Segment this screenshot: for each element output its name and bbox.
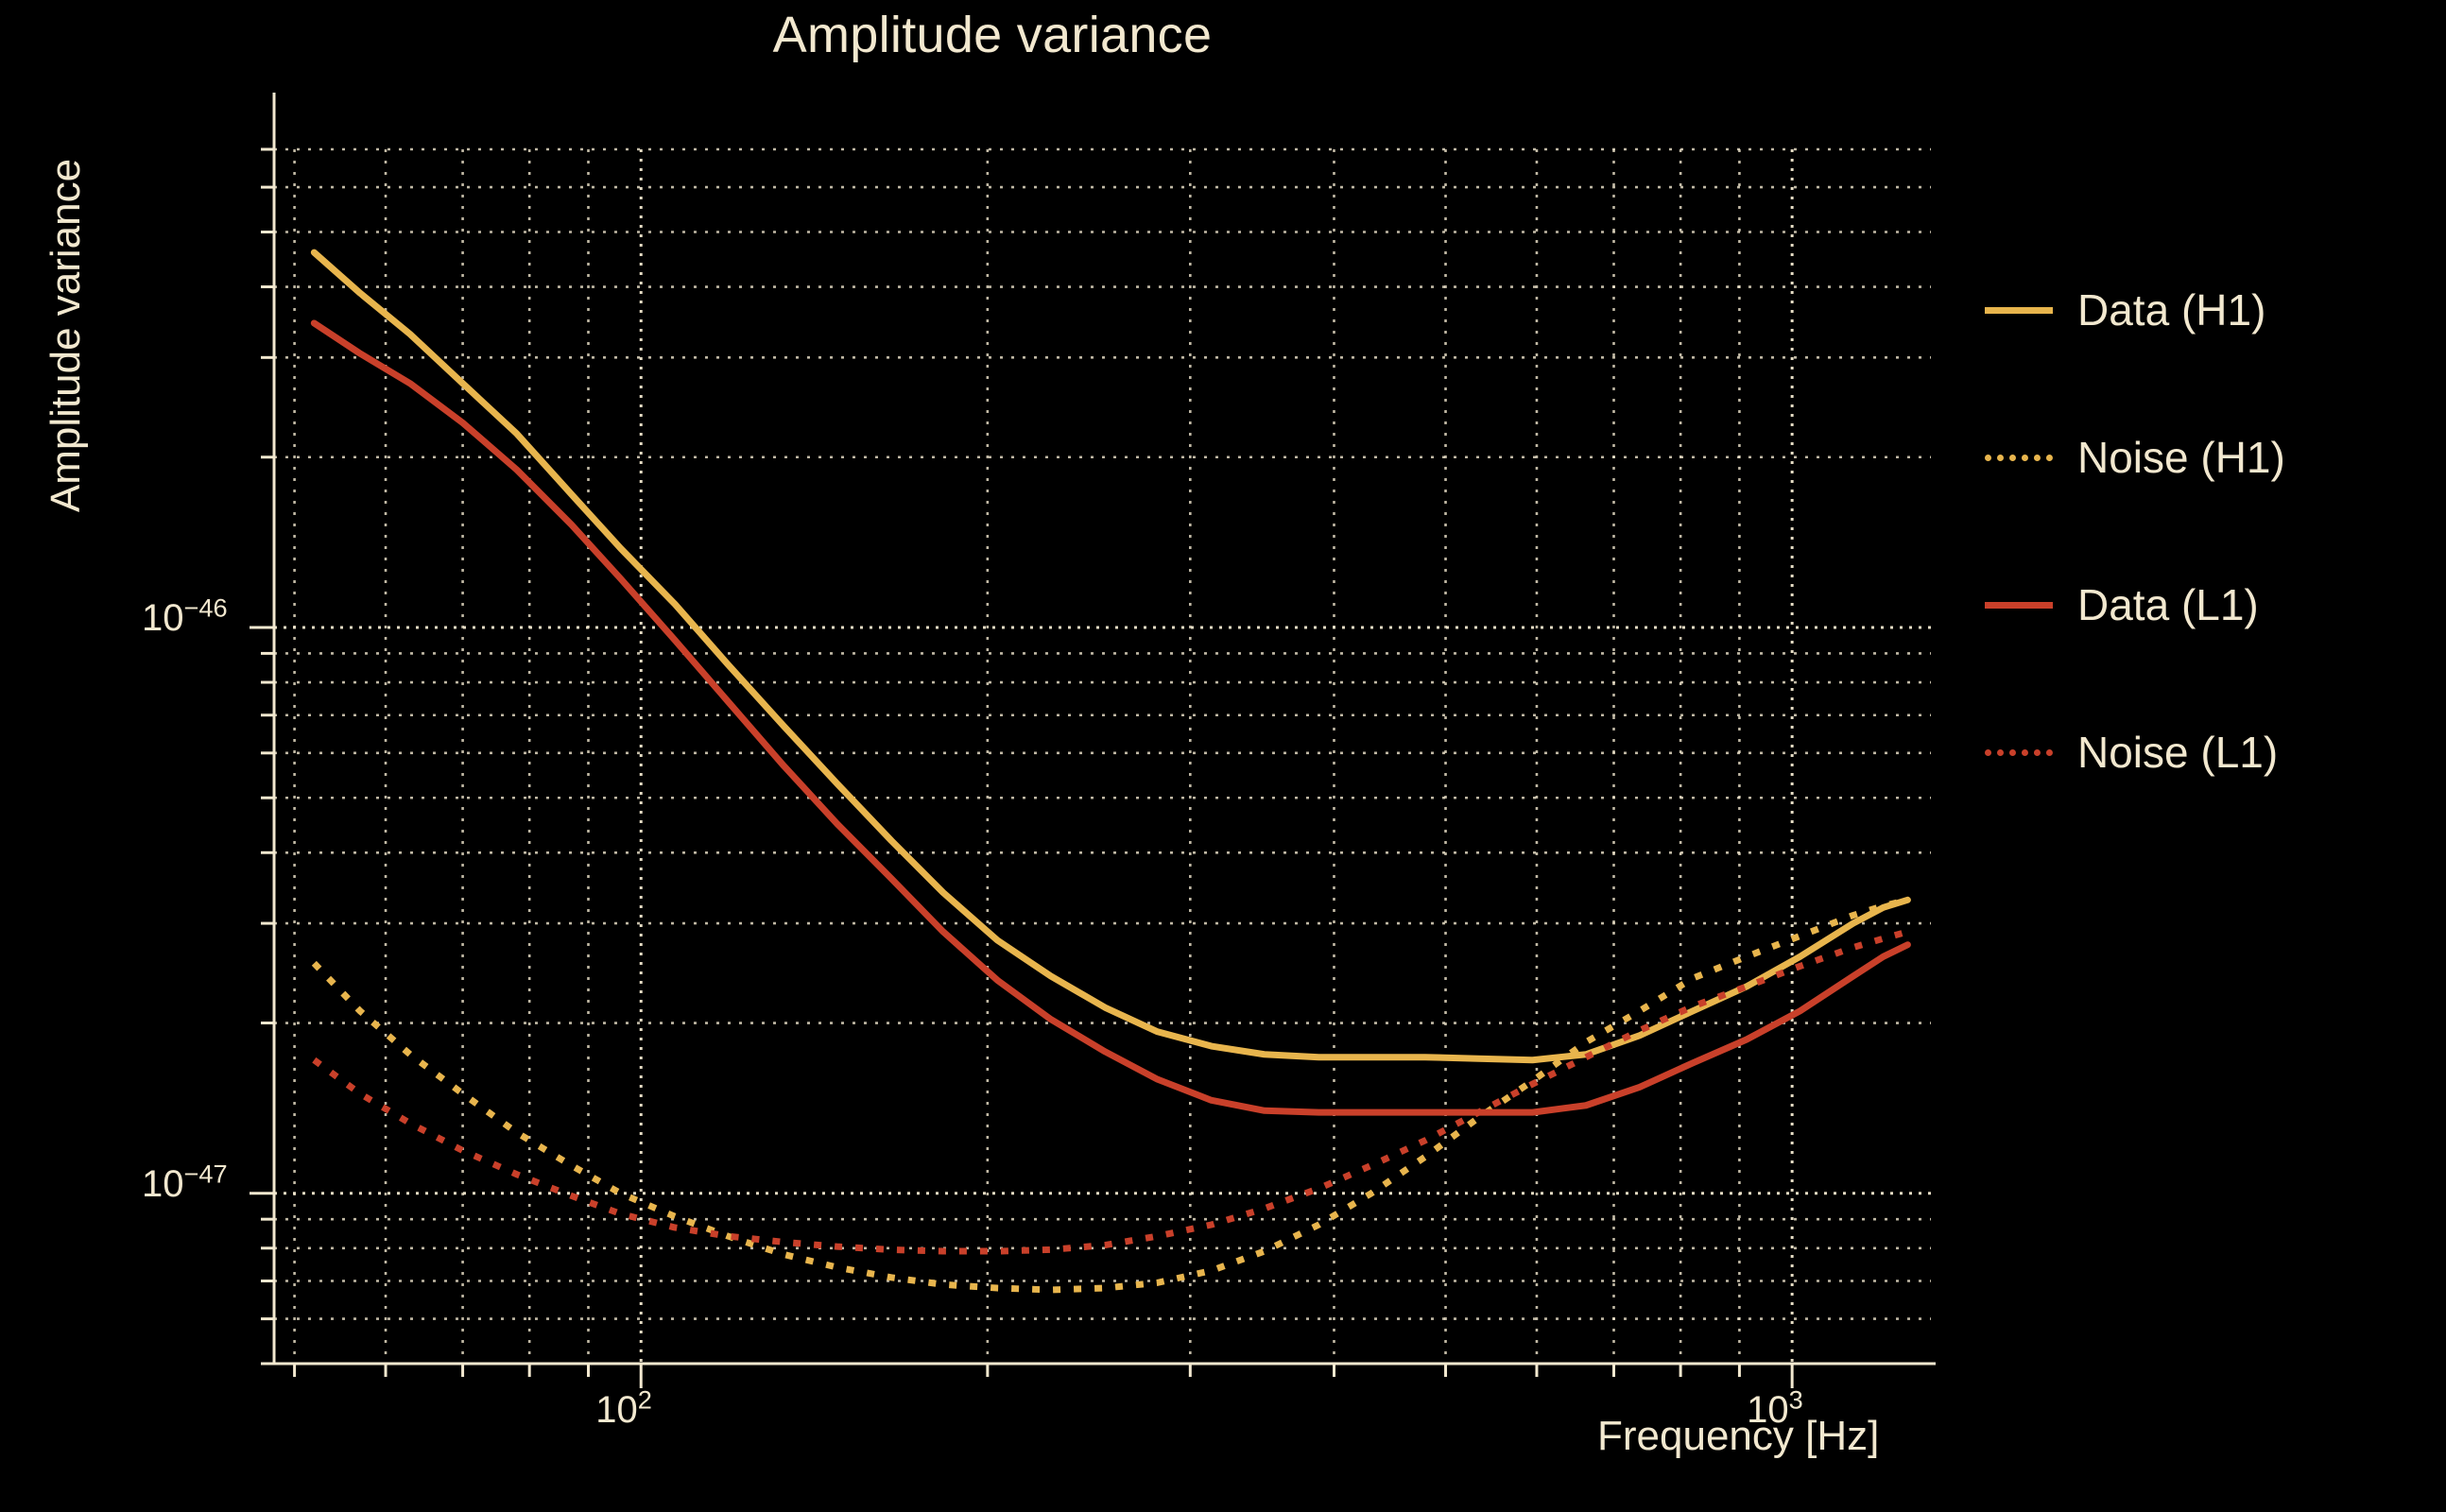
grid-lines — [274, 147, 1931, 1366]
x-tick-label: 102 — [595, 1384, 652, 1431]
legend-swatch-data-h1 — [1985, 306, 2053, 314]
chart-title: Amplitude variance — [772, 7, 1213, 63]
legend-swatch-noise-l1 — [1985, 748, 2053, 756]
legend-swatch-noise-h1 — [1985, 454, 2053, 461]
legend-item[interactable]: Noise (L1) — [1985, 679, 2429, 826]
x-axis-title: Frequency [Hz] — [1597, 1413, 1880, 1459]
y-axis-title: Amplitude variance — [43, 158, 89, 513]
series-line-noise-h1 — [311, 896, 1909, 1294]
legend-item[interactable]: Data (L1) — [1985, 531, 2429, 679]
series-line-data-h1 — [310, 249, 1911, 1064]
series-line-noise-l1 — [312, 928, 1909, 1255]
legend-label: Noise (H1) — [2077, 433, 2285, 482]
series-line-data-l1 — [310, 319, 1911, 1116]
chart-legend: Data (H1) Noise (H1) Data (L1) Noise (L1… — [1985, 236, 2429, 826]
y-tick-label: 10−47 — [142, 1159, 228, 1205]
legend-label: Noise (L1) — [2077, 728, 2279, 777]
axis-spines — [250, 93, 1936, 1388]
legend-item[interactable]: Noise (H1) — [1985, 384, 2429, 531]
legend-swatch-data-l1 — [1985, 601, 2053, 609]
legend-label: Data (H1) — [2077, 285, 2266, 335]
x-tick-label: 103 — [1747, 1384, 1803, 1431]
legend-item[interactable]: Data (H1) — [1985, 236, 2429, 384]
legend-label: Data (L1) — [2077, 580, 2259, 629]
data-series-group — [310, 249, 1911, 1294]
y-tick-label: 10−46 — [142, 593, 228, 639]
